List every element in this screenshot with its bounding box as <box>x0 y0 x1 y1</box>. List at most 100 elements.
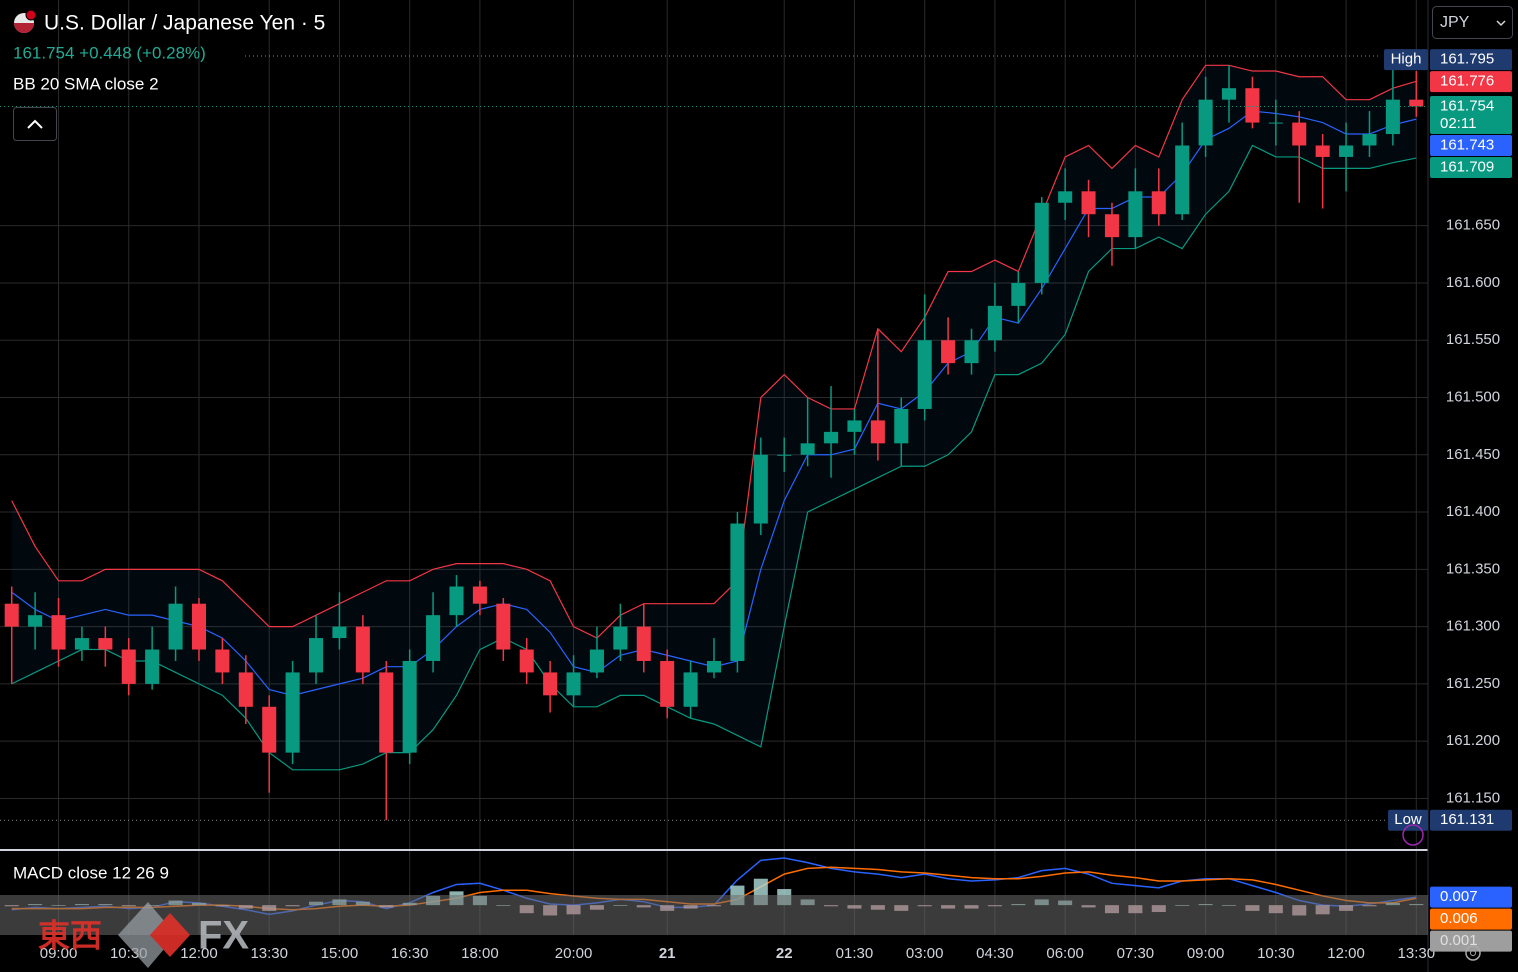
y-tick-label: 161.600 <box>1446 274 1500 291</box>
price-label: 161.754 <box>1440 98 1494 115</box>
candle-body <box>191 603 207 650</box>
candle-body <box>683 672 698 707</box>
macd-label-box <box>1430 930 1512 952</box>
candle-body <box>426 615 441 661</box>
quote: 161.754 +0.448 (+0.28%) <box>13 43 206 62</box>
candle-body <box>1292 122 1307 146</box>
candle-body <box>309 638 324 673</box>
x-tick-label: 09:00 <box>1187 945 1225 962</box>
candle-body <box>1034 202 1049 283</box>
collapse-button[interactable] <box>13 107 57 141</box>
candle-body <box>145 649 160 684</box>
candle-body <box>472 586 487 604</box>
candle-body <box>262 706 277 753</box>
candle-body <box>379 672 394 753</box>
settings-icon-core <box>1470 950 1476 956</box>
x-tick-label: 13:30 <box>250 945 288 962</box>
y-tick-label: 161.500 <box>1446 388 1500 405</box>
candle-body <box>824 431 839 444</box>
x-tick-label: 16:30 <box>391 945 429 962</box>
candle-body <box>332 626 347 639</box>
tag-label: Low <box>1394 811 1422 828</box>
band-upper <box>11 64 1417 639</box>
candle-body <box>402 660 417 753</box>
candle-body <box>4 603 19 627</box>
candle-body <box>1221 88 1237 100</box>
x-tick-label: 06:00 <box>1046 945 1084 962</box>
watermark-logo <box>118 902 176 968</box>
flag-icon <box>14 23 34 33</box>
candle-body <box>1362 134 1377 146</box>
candle-body <box>1315 145 1330 157</box>
candle-body <box>660 660 675 707</box>
y-tick-label: 161.650 <box>1446 217 1500 234</box>
candle-body <box>753 454 768 524</box>
candle-body <box>543 672 558 696</box>
x-tick-label: 07:30 <box>1117 945 1155 962</box>
candle-body <box>800 443 815 455</box>
currency-label: JPY <box>1440 14 1470 31</box>
candle-body <box>777 454 792 456</box>
candle-body <box>613 626 628 650</box>
price-label-box <box>1430 809 1512 831</box>
candle-body <box>285 672 300 753</box>
candle-body <box>1198 99 1213 146</box>
candle-body <box>1268 122 1283 124</box>
candle-body <box>1385 99 1400 135</box>
candle-body <box>1151 191 1166 215</box>
price-label-box <box>1430 157 1512 179</box>
x-tick-label: 01:30 <box>836 945 874 962</box>
candle-body <box>870 420 885 444</box>
x-tick-label: 18:00 <box>461 945 499 962</box>
candle-body <box>1339 145 1354 157</box>
candle-body <box>28 615 43 627</box>
candle-body <box>238 672 253 707</box>
symbol-title: U.S. Dollar / Japanese Yen · 5 <box>44 12 325 35</box>
candle-body <box>1128 191 1143 238</box>
tag-label: High <box>1391 51 1422 68</box>
settings-icon[interactable] <box>1465 945 1481 961</box>
price-label-box <box>1430 71 1512 93</box>
x-tick-label: 10:30 <box>1257 945 1295 962</box>
settings-icon-ring <box>1465 945 1481 961</box>
candle-body <box>355 626 370 673</box>
x-tick-label: 12:00 <box>1327 945 1365 962</box>
candle-body <box>98 638 113 650</box>
candle-body <box>1175 145 1190 215</box>
price-label: 161.131 <box>1440 811 1494 828</box>
y-tick-label: 161.450 <box>1446 446 1500 463</box>
candle-body <box>1245 88 1260 123</box>
axes: 161.150 161.200 161.250 161.300 161.350 161.4… <box>40 217 1500 962</box>
x-tick-label: 21 <box>659 945 676 962</box>
price-label: 161.776 <box>1440 73 1494 90</box>
x-tick-label: 12:00 <box>180 945 218 962</box>
price-label-box <box>1430 135 1512 157</box>
candle-body <box>1058 191 1073 203</box>
price-label: 161.795 <box>1440 51 1494 68</box>
price-label-box <box>1430 96 1512 135</box>
candle-body <box>566 672 581 696</box>
candle-body <box>894 408 909 444</box>
collapse-icon <box>27 119 43 129</box>
tag-box <box>1384 49 1428 71</box>
candle-body <box>74 638 89 650</box>
x-tick-label: 03:00 <box>906 945 944 962</box>
candle-body <box>1011 282 1026 306</box>
y-tick-label: 161.300 <box>1446 618 1500 635</box>
watermark-text: FX <box>198 914 249 958</box>
currency-dropdown[interactable] <box>1432 6 1513 39</box>
watermark-text: 東西 <box>38 917 102 953</box>
candle-body <box>941 340 956 364</box>
candle-body <box>636 626 651 661</box>
candle-body <box>1104 214 1119 238</box>
plot-area <box>0 59 1428 821</box>
alert-icon[interactable] <box>1402 824 1424 846</box>
y-tick-label: 161.200 <box>1446 732 1500 749</box>
candle-body <box>589 649 604 673</box>
candle-body <box>1081 191 1096 215</box>
y-tick-label: 161.350 <box>1446 560 1500 577</box>
grid <box>0 0 1428 935</box>
